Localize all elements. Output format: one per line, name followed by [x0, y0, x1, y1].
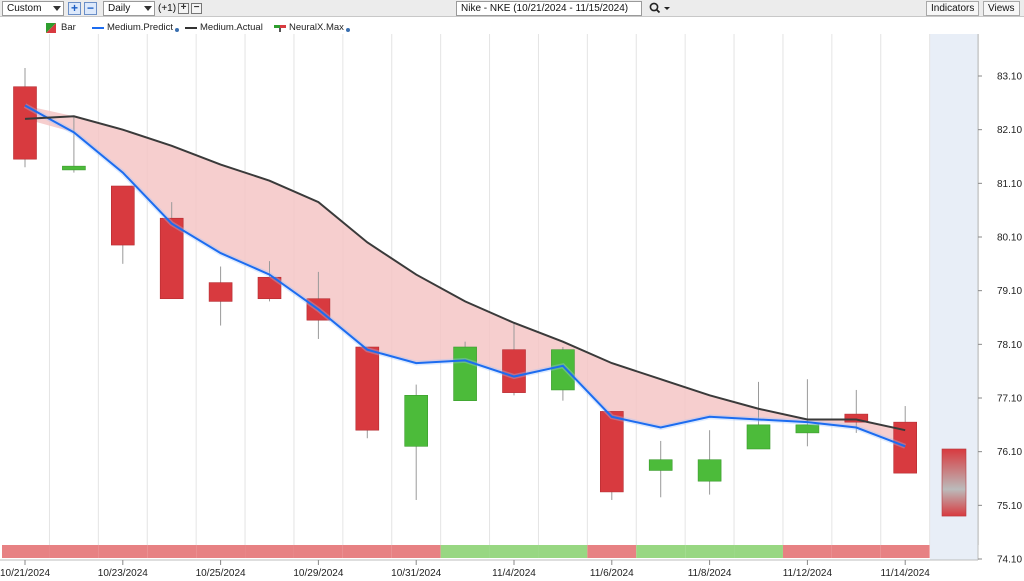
search-button[interactable]	[648, 1, 672, 16]
line-legend-icon	[185, 26, 197, 29]
candle-body	[306, 298, 331, 321]
x-tick-label: 11/14/2024	[881, 568, 931, 579]
candle-body	[599, 411, 624, 493]
x-tick-label: 11/8/2024	[688, 568, 732, 579]
search-icon	[649, 2, 670, 14]
candle-body	[746, 424, 771, 450]
signal-band-segment	[98, 545, 148, 558]
signal-band-segment	[782, 545, 832, 558]
legend-neuralx-max[interactable]: NeuralX.Max	[274, 22, 350, 33]
x-tick-label: 10/23/2024	[98, 568, 148, 579]
signal-band-segment	[49, 545, 99, 558]
medium-actual-line	[24, 115, 906, 432]
y-tick-label: 77.10	[997, 394, 1022, 405]
candle-body	[111, 185, 135, 246]
offset-label: (+1)	[158, 3, 177, 14]
candle-body	[551, 349, 575, 391]
candle-body	[62, 165, 86, 171]
candle-body	[404, 395, 429, 447]
prediction-band	[25, 105, 906, 447]
y-tick-label: 78.10	[997, 340, 1022, 351]
plus-icon[interactable]: +	[68, 2, 81, 15]
views-button[interactable]: Views	[983, 1, 1020, 16]
signal-band-segment	[2, 545, 50, 558]
period-select[interactable]: Daily	[103, 1, 155, 16]
minus-icon[interactable]: −	[84, 2, 97, 15]
chevron-down-icon	[53, 6, 61, 11]
candle-body	[13, 86, 37, 160]
y-tick-label: 74.10	[997, 555, 1022, 566]
x-tick-label: 10/21/2024	[0, 568, 50, 579]
views-label: Views	[988, 3, 1015, 14]
settings-dot-icon[interactable]	[175, 27, 179, 32]
settings-dot-icon[interactable]	[345, 27, 350, 32]
y-tick-label: 80.10	[997, 233, 1022, 244]
legend-label: Medium.Actual	[200, 22, 263, 33]
candle-body	[208, 282, 233, 302]
candle-body	[257, 276, 282, 300]
neuralx-legend-icon	[274, 24, 286, 32]
y-tick-label: 79.10	[997, 286, 1022, 297]
candle-body	[159, 217, 184, 300]
medium-predict-glow	[23, 103, 907, 449]
legend-label: Medium.Predict	[107, 22, 173, 33]
y-tick-label: 76.10	[997, 447, 1022, 458]
layout-select[interactable]: Custom	[2, 1, 64, 16]
legend-medium-actual[interactable]: Medium.Actual	[185, 22, 263, 33]
y-tick-label: 75.10	[997, 501, 1022, 512]
signal-band-segment	[293, 545, 343, 558]
symbol-input[interactable]: Nike - NKE (10/21/2024 - 11/15/2024)	[456, 1, 642, 16]
x-tick-label: 10/25/2024	[196, 568, 246, 579]
line-legend-icon	[92, 26, 104, 29]
candle-body	[697, 459, 722, 482]
candle-body	[893, 421, 918, 474]
toolbar: Custom + − Daily (+1) + − Nike - NKE (10…	[0, 0, 1024, 17]
indicators-button[interactable]: Indicators	[926, 1, 980, 16]
candle-body	[795, 424, 820, 434]
plus-icon[interactable]: +	[178, 3, 189, 14]
chevron-down-icon	[144, 6, 152, 11]
forecast-bar	[941, 448, 967, 517]
signal-band-segment	[196, 545, 246, 558]
signal-band-segment	[147, 545, 197, 558]
x-tick-label: 11/12/2024	[783, 568, 833, 579]
signal-band-segment	[538, 545, 588, 558]
x-tick-label: 11/4/2024	[492, 568, 536, 579]
signal-band-segment	[440, 545, 490, 558]
signal-band-segment	[245, 545, 294, 558]
layout-select-value: Custom	[7, 3, 42, 14]
x-tick-label: 11/6/2024	[590, 568, 634, 579]
y-tick-label: 81.10	[997, 179, 1022, 190]
candle-body	[453, 346, 477, 401]
period-select-value: Daily	[108, 3, 131, 14]
forecast-region	[930, 34, 978, 560]
signal-band-segment	[636, 545, 686, 558]
signal-band-segment	[587, 545, 637, 558]
legend-label: NeuralX.Max	[289, 22, 344, 33]
indicators-label: Indicators	[931, 3, 975, 14]
candle-body	[844, 413, 869, 423]
candle-body	[355, 346, 380, 431]
signal-band-segment	[342, 545, 392, 558]
legend-medium-predict[interactable]: Medium.Predict	[92, 22, 179, 33]
legend-label: Bar	[61, 22, 76, 33]
candle-body	[502, 349, 526, 393]
y-tick-label: 82.10	[997, 125, 1022, 136]
x-tick-label: 10/29/2024	[293, 568, 343, 579]
bar-legend-icon	[46, 22, 56, 33]
signal-band-segment	[685, 545, 735, 558]
signal-band-segment	[880, 545, 930, 558]
y-tick-label: 83.10	[997, 72, 1022, 83]
minus-icon[interactable]: −	[191, 3, 202, 14]
legend-bar[interactable]: Bar	[46, 22, 76, 33]
x-tick-label: 10/31/2024	[391, 568, 441, 579]
signal-band-segment	[391, 545, 441, 558]
symbol-title: Nike - NKE (10/21/2024 - 11/15/2024)	[461, 3, 629, 14]
candle-body	[648, 459, 673, 471]
signal-band-segment	[489, 545, 539, 558]
signal-band-segment	[734, 545, 783, 558]
signal-band-segment	[831, 545, 881, 558]
medium-predict-line	[24, 104, 906, 448]
